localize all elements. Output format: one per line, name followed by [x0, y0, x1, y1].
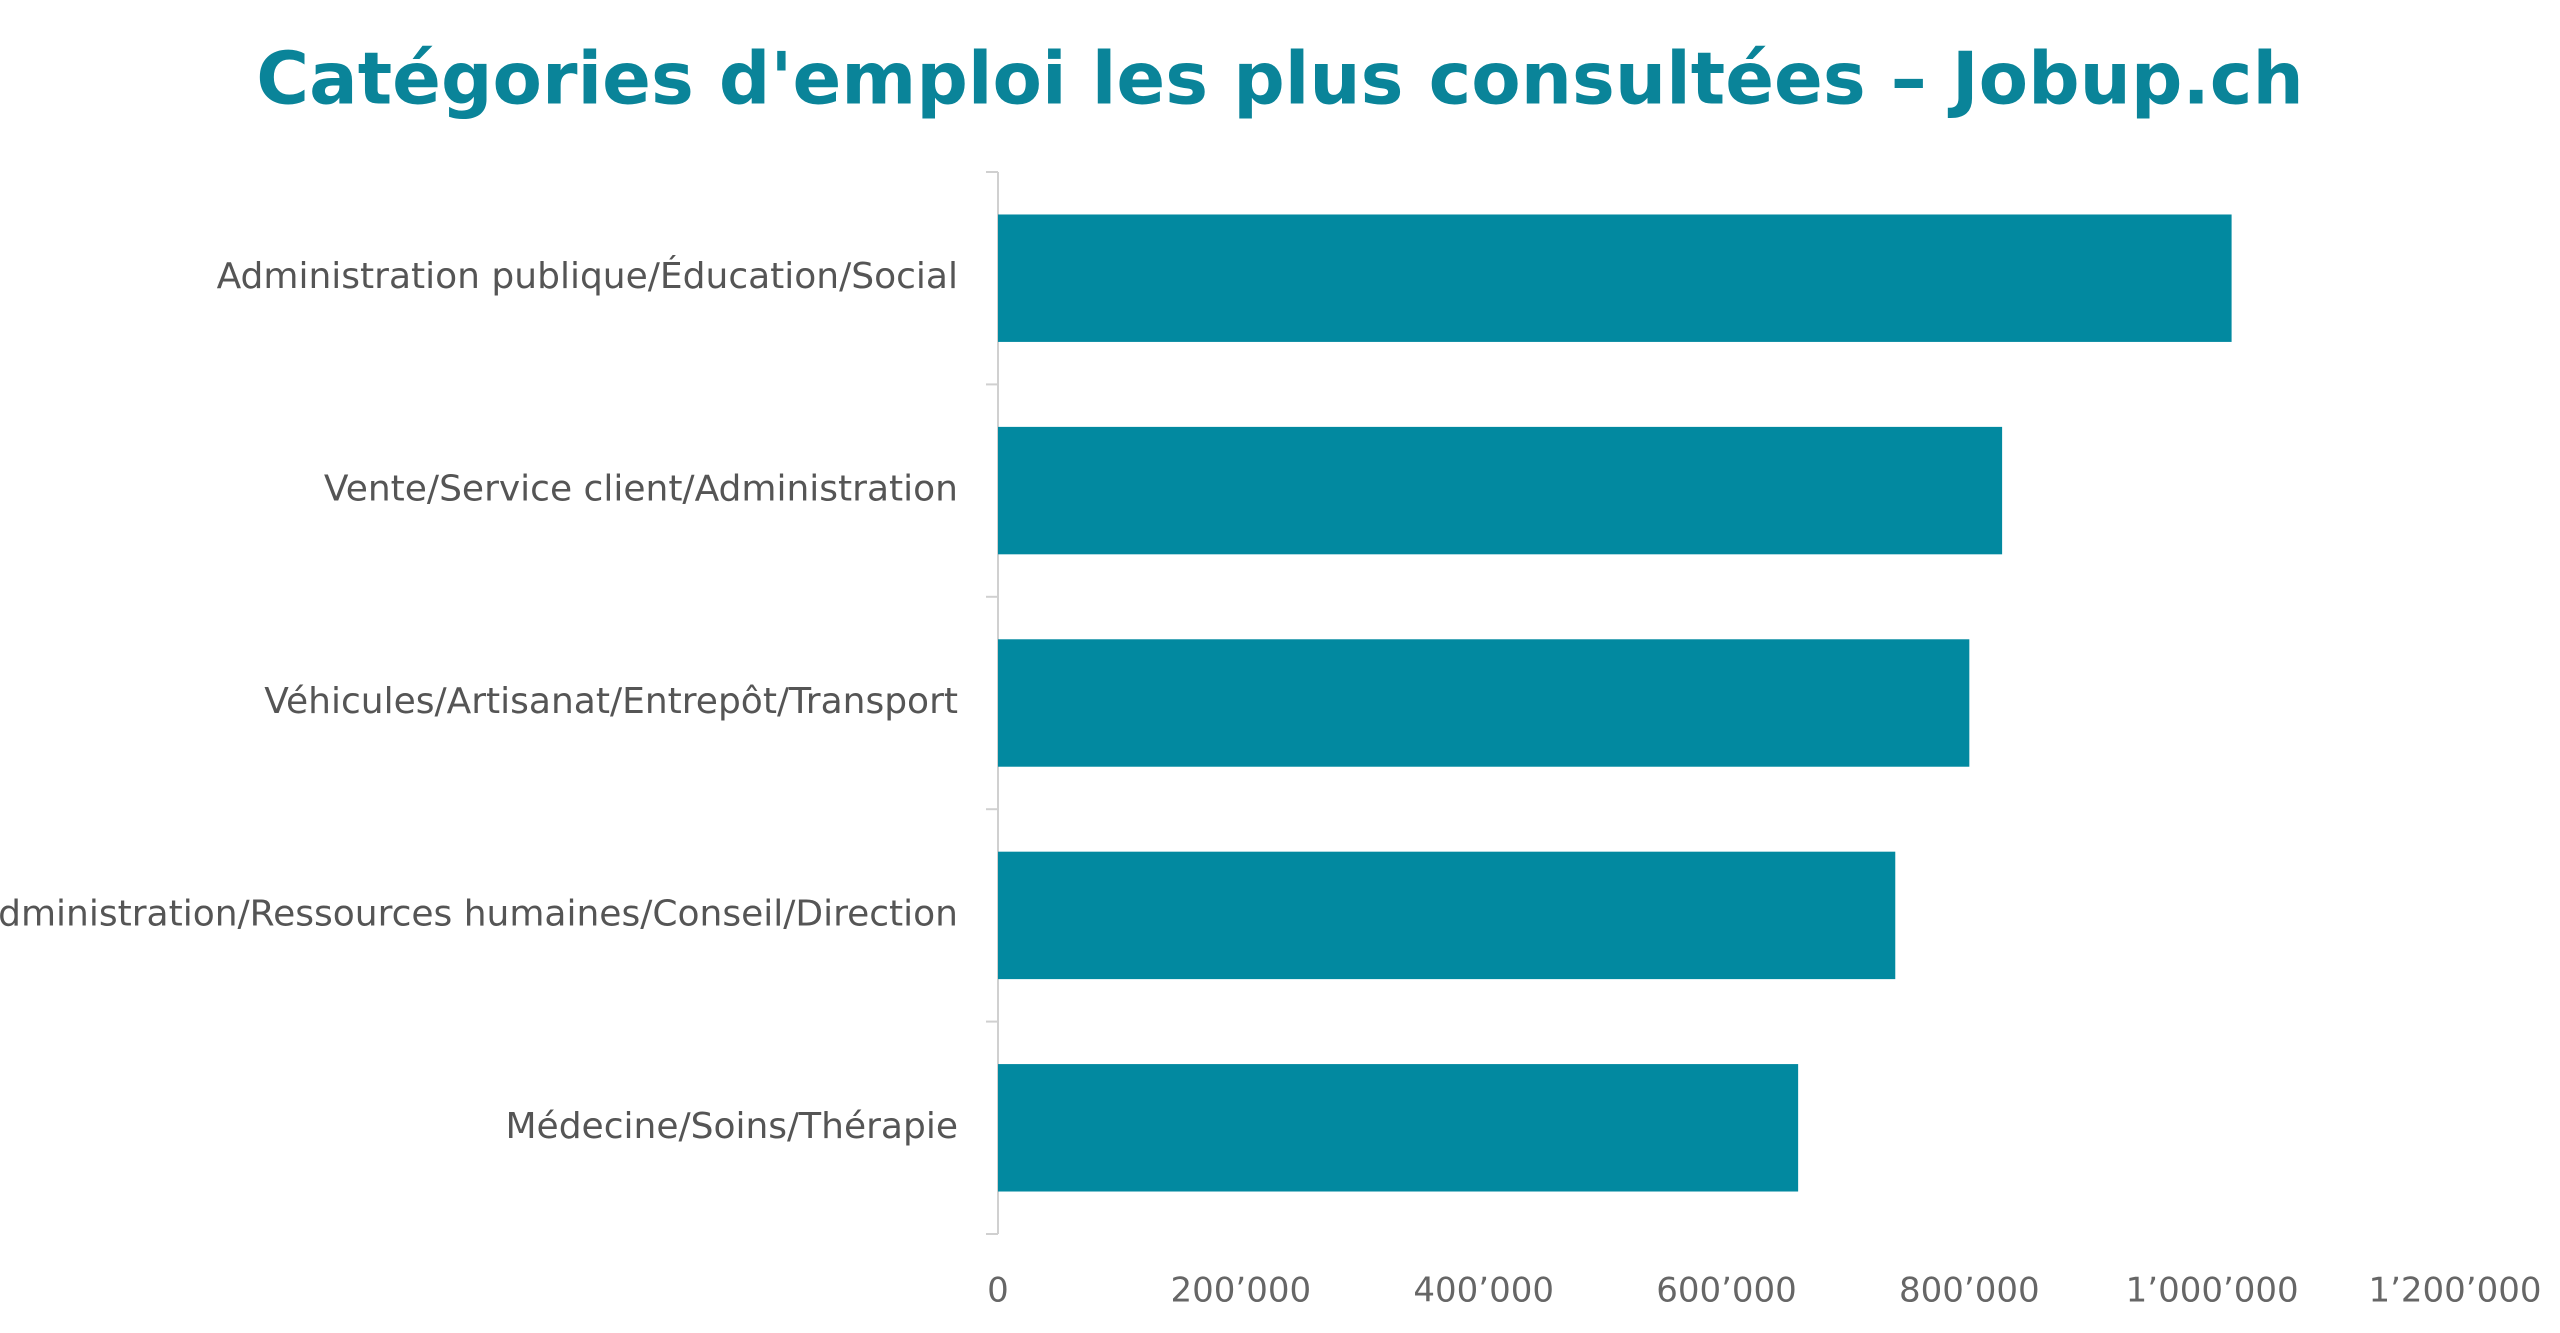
y-tick-label: Véhicules/Artisanat/Entrepôt/Transport [264, 681, 958, 722]
bar [998, 214, 2232, 342]
y-tick-label: Administration/Ressources humaines/Conse… [0, 893, 958, 934]
x-tick-label: 1’200’000 [2368, 1271, 2541, 1311]
x-tick-label: 1’000’000 [2126, 1271, 2299, 1311]
x-tick-label: 0 [987, 1271, 1009, 1311]
bar [998, 1064, 1799, 1192]
chart-title: Catégories d'emploi les plus consultées … [256, 37, 2303, 121]
y-tick-label: Médecine/Soins/Thérapie [506, 1106, 959, 1147]
y-tick-label: Vente/Service client/Administration [324, 469, 958, 510]
x-tick-label: 400’000 [1413, 1271, 1554, 1311]
bar [998, 851, 1896, 980]
x-tick-label: 800’000 [1899, 1271, 2040, 1311]
x-tick-label: 200’000 [1171, 1271, 1312, 1311]
bar [998, 426, 2003, 555]
y-tick-label: Administration publique/Éducation/Social [217, 255, 958, 297]
x-tick-label: 600’000 [1656, 1271, 1797, 1311]
bar [998, 639, 1970, 767]
